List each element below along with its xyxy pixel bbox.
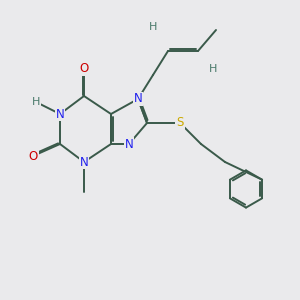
Text: N: N bbox=[124, 137, 134, 151]
Text: N: N bbox=[80, 155, 88, 169]
Text: S: S bbox=[176, 116, 184, 130]
Text: H: H bbox=[32, 97, 40, 107]
Text: O: O bbox=[80, 62, 88, 76]
Text: N: N bbox=[56, 107, 64, 121]
Text: N: N bbox=[134, 92, 142, 106]
Text: H: H bbox=[209, 64, 217, 74]
Text: O: O bbox=[28, 149, 38, 163]
Text: H: H bbox=[149, 22, 157, 32]
